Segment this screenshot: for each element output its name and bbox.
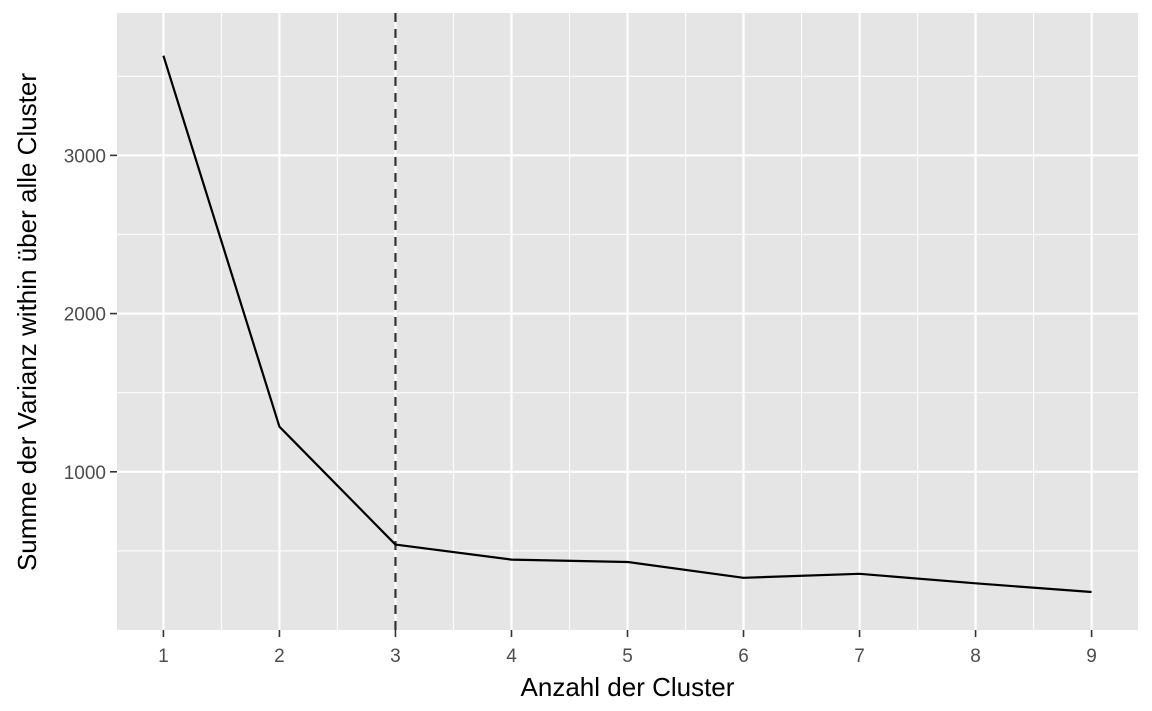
y-tick-label: 2000 (64, 305, 106, 326)
x-tick-label: 3 (390, 646, 401, 667)
series-line (162, 55, 1092, 594)
x-axis-title: Anzahl der Cluster (521, 672, 735, 702)
y-tick-label: 3000 (64, 146, 106, 167)
x-tick-label: 1 (158, 646, 169, 667)
x-tick-label: 5 (622, 646, 633, 667)
y-axis: 1000 2000 3000 (64, 146, 117, 484)
series-layer (162, 55, 1092, 594)
x-tick-label: 4 (506, 646, 517, 667)
y-tick-label: 1000 (64, 463, 106, 484)
y-axis-title: Summe der Varianz within über alle Clust… (12, 73, 42, 571)
x-tick-label: 2 (274, 646, 285, 667)
x-tick-label: 8 (970, 646, 981, 667)
x-tick-label: 9 (1086, 646, 1097, 667)
x-tick-label: 6 (738, 646, 749, 667)
x-axis: 1 2 3 4 5 6 7 8 9 (158, 630, 1097, 667)
x-tick-label: 7 (854, 646, 865, 667)
